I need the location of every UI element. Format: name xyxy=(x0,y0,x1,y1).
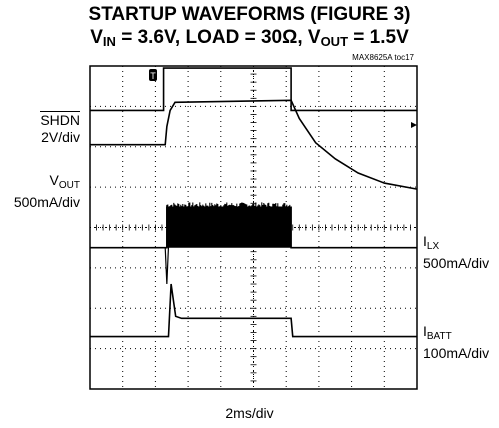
trigger-marker: T xyxy=(149,69,157,81)
subtitle-vout-sub: OUT xyxy=(320,34,349,49)
subtitle-v: V xyxy=(90,27,103,48)
ilx-main: I xyxy=(423,233,427,249)
vout-sub: OUT xyxy=(58,180,80,191)
subtitle-rest1: = 3.6V, LOAD = 30Ω, V xyxy=(115,27,321,48)
trace-ilx-burst xyxy=(166,202,292,248)
ibatt-scale: 100mA/div xyxy=(423,345,490,361)
trace-ilx-spike xyxy=(164,231,170,285)
shdn-scale: 2V/div xyxy=(41,129,80,145)
figure-code: MAX8625A toc17 xyxy=(352,53,414,62)
trace-ibatt xyxy=(90,283,417,338)
shdn-label: SHDN 2V/div xyxy=(40,111,80,146)
ref-arrow-right xyxy=(411,122,417,128)
ibatt-label: IBATT 100mA/div xyxy=(423,323,489,362)
chart-title: STARTUP WAVEFORMS (FIGURE 3) xyxy=(88,4,411,25)
ilx-label: ILX 500mA/div xyxy=(423,233,489,272)
traces xyxy=(90,67,418,338)
chart-subtitle: VIN = 3.6V, LOAD = 30Ω, VOUT = 1.5V xyxy=(0,27,499,49)
ilx-scale: 500mA/div xyxy=(423,255,490,271)
trace-vout xyxy=(90,99,418,190)
subtitle-rest2: = 1.5V xyxy=(348,27,409,48)
subtitle-v-sub: IN xyxy=(102,34,116,49)
trace-shdn xyxy=(90,67,417,112)
x-axis-label: 2ms/div xyxy=(225,405,274,421)
vout-scale: 500mA/div xyxy=(13,194,80,210)
trigger-letter: T xyxy=(150,71,156,81)
vout-main: V xyxy=(49,172,59,188)
ibatt-sub: BATT xyxy=(426,331,452,342)
ilx-sub: LX xyxy=(426,241,440,252)
ibatt-main: I xyxy=(423,323,427,339)
shdn-name: SHDN xyxy=(40,111,80,128)
vout-label: VOUT 500mA/div xyxy=(14,172,80,211)
